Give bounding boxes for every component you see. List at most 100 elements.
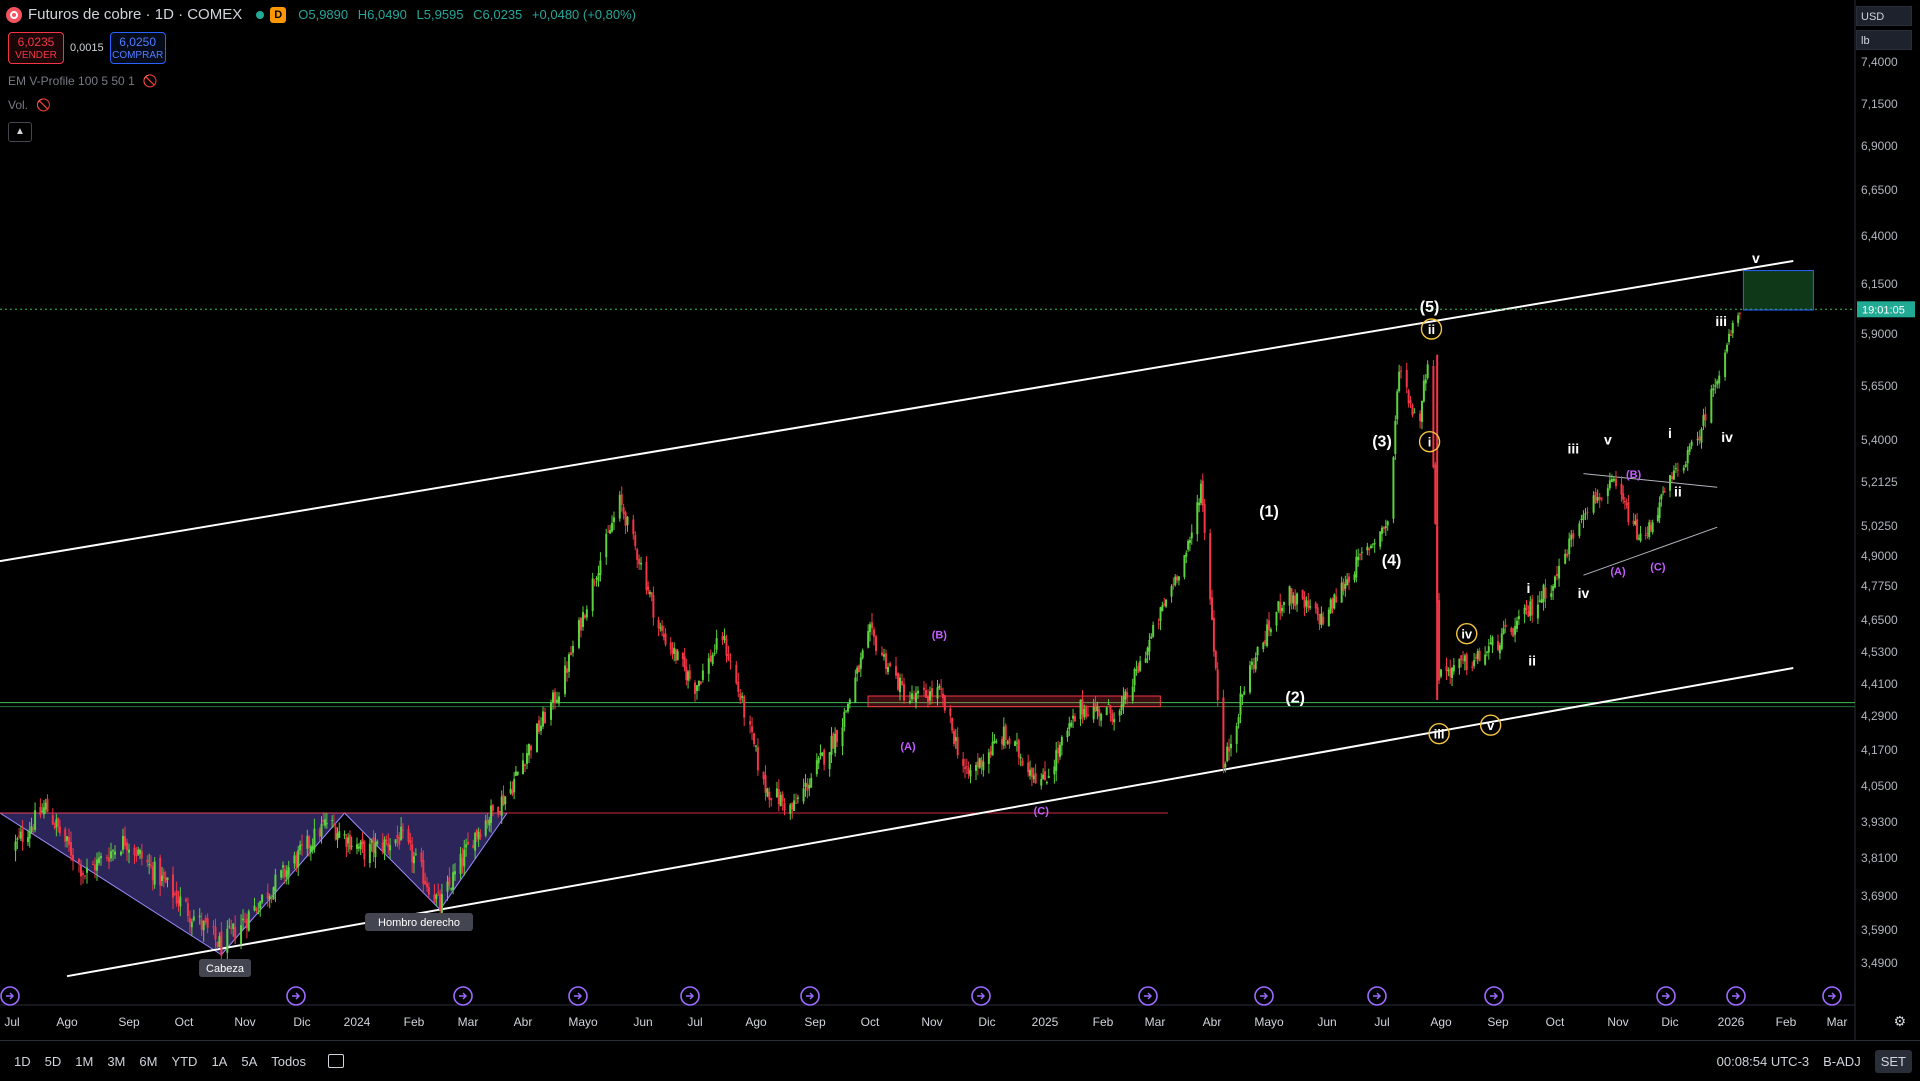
range-6m[interactable]: 6M: [139, 1053, 158, 1069]
adjust-toggle[interactable]: B-ADJ: [1823, 1053, 1861, 1069]
candle: [1042, 774, 1045, 780]
event-marker-icon[interactable]: [971, 986, 991, 1006]
candle: [175, 890, 178, 904]
candle: [44, 802, 47, 810]
candle: [261, 894, 264, 903]
event-marker-icon[interactable]: [568, 986, 588, 1006]
candle: [1226, 746, 1229, 762]
event-marker-icon[interactable]: [1138, 986, 1158, 1006]
candle: [1366, 546, 1369, 551]
buy-button[interactable]: 6,0250 COMPRAR: [109, 32, 166, 64]
candle: [1060, 736, 1063, 746]
candle: [245, 918, 248, 929]
calendar-icon[interactable]: [327, 1054, 344, 1068]
clock[interactable]: 00:08:54 UTC-3: [1716, 1053, 1810, 1069]
range-all[interactable]: Todos: [271, 1053, 306, 1069]
event-marker-icon[interactable]: [800, 986, 820, 1006]
candle: [272, 887, 275, 900]
candle: [764, 775, 767, 793]
symbol-title[interactable]: Futuros de cobre · 1D · COMEX: [28, 6, 243, 23]
candle: [572, 646, 574, 653]
candle: [1360, 551, 1363, 553]
candle: [1572, 533, 1575, 539]
sell-button[interactable]: 6,0235 VENDER: [8, 32, 64, 64]
event-marker-icon[interactable]: [1254, 986, 1274, 1006]
wave-label: iii: [1434, 727, 1445, 742]
event-marker-icon[interactable]: [453, 986, 473, 1006]
candle: [756, 747, 759, 771]
candle: [1002, 726, 1005, 746]
event-marker-icon[interactable]: [1726, 986, 1746, 1006]
head-label-bg: [199, 959, 251, 977]
eye-off-icon[interactable]: 🚫: [142, 74, 158, 88]
currency-select[interactable]: USD: [1856, 6, 1912, 26]
candle: [1161, 605, 1164, 612]
wave-label: (A): [1610, 566, 1626, 578]
price-chart[interactable]: 7,4000 7,1500 6,9000 6,6500 6,4000 6,1500 5,90…: [0, 0, 1920, 1040]
candle: [514, 771, 517, 776]
candle: [770, 798, 773, 801]
candle: [1684, 464, 1687, 467]
candle: [177, 899, 180, 904]
session-toggle[interactable]: SET: [1874, 1049, 1912, 1073]
event-marker-icon[interactable]: [1367, 986, 1387, 1006]
event-marker-icon[interactable]: [1822, 986, 1842, 1006]
gear-icon[interactable]: ⚙: [1893, 1013, 1906, 1029]
candle: [1254, 657, 1257, 670]
candle: [1288, 586, 1291, 606]
candle: [723, 635, 726, 640]
candle: [446, 881, 449, 892]
candle: [558, 696, 560, 704]
candle: [1096, 706, 1099, 712]
range-1m[interactable]: 1M: [75, 1053, 94, 1069]
candle: [1580, 518, 1583, 521]
candle: [1582, 514, 1585, 520]
candle: [634, 535, 637, 547]
range-3m[interactable]: 3M: [107, 1053, 126, 1069]
candle: [595, 578, 598, 580]
candle: [1690, 441, 1693, 446]
candle: [1512, 628, 1515, 637]
candle: [1465, 654, 1468, 671]
candle: [1452, 665, 1455, 672]
candle: [953, 730, 955, 744]
event-marker-icon[interactable]: [1484, 986, 1504, 1006]
candle: [192, 916, 195, 921]
time-tick-label: Mayo: [568, 1015, 598, 1029]
candle: [383, 839, 386, 854]
candle: [828, 752, 831, 770]
event-marker-icon[interactable]: [286, 986, 306, 1006]
range-ytd[interactable]: YTD: [171, 1053, 198, 1069]
range-5a[interactable]: 5A: [241, 1053, 258, 1069]
candle: [1294, 595, 1297, 607]
candle: [324, 819, 327, 826]
eye-off-icon[interactable]: 🚫: [36, 98, 51, 112]
candle: [108, 857, 110, 862]
unit-select[interactable]: lb: [1856, 30, 1912, 50]
candle: [1000, 738, 1003, 745]
time-tick-label: 2024: [344, 1015, 371, 1029]
indicator-volume[interactable]: Vol. 🚫: [8, 98, 51, 112]
candle: [439, 893, 442, 910]
candle: [1487, 646, 1490, 653]
candle: [1047, 776, 1050, 778]
event-marker-icon[interactable]: [1656, 986, 1676, 1006]
collapse-indicators-button[interactable]: ▲: [8, 122, 32, 142]
price-tick-label: 4,1700: [1861, 743, 1898, 757]
price-tick-label: 5,9000: [1861, 327, 1898, 341]
candle: [794, 802, 797, 804]
event-marker-icon[interactable]: [0, 986, 20, 1006]
candle: [427, 887, 430, 895]
range-1a[interactable]: 1A: [211, 1053, 228, 1069]
indicator-vprofile[interactable]: EM V-Profile 100 5 50 1 🚫: [8, 74, 158, 88]
event-marker-icon[interactable]: [680, 986, 700, 1006]
candle: [218, 936, 221, 948]
candle: [711, 654, 714, 664]
candle: [854, 677, 857, 703]
candle: [461, 857, 464, 866]
range-1d[interactable]: 1D: [14, 1053, 31, 1069]
candle: [638, 558, 641, 565]
candle: [46, 798, 49, 812]
range-5d[interactable]: 5D: [44, 1053, 62, 1069]
candle: [578, 620, 580, 648]
